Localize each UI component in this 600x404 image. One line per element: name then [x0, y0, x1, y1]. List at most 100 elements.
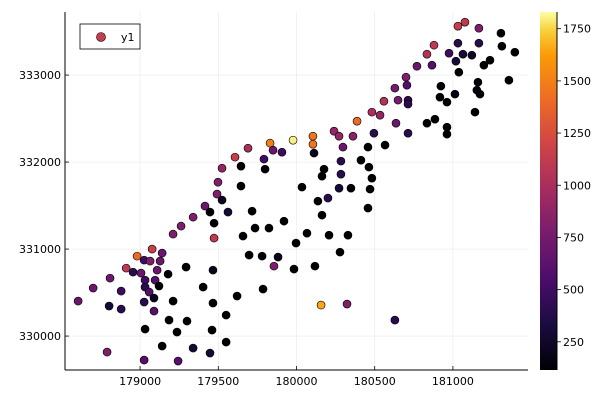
data-point: [209, 218, 219, 228]
data-point: [338, 142, 348, 152]
data-point: [264, 223, 274, 233]
data-point: [401, 72, 411, 82]
y-tick-label: 330000: [19, 330, 61, 343]
data-point: [136, 268, 146, 278]
data-point: [157, 341, 167, 351]
data-point: [367, 173, 377, 183]
data-point: [149, 293, 159, 303]
colorbar-tick-label: 250: [563, 336, 584, 349]
data-point: [467, 50, 477, 60]
data-point: [442, 129, 452, 139]
data-point: [144, 287, 154, 297]
x-tick-labels: 179000 179500 180000 180500 181000: [119, 366, 474, 388]
y-tick-labels: 330000 331000 332000 333000: [19, 69, 69, 343]
data-point: [308, 139, 318, 149]
data-point: [496, 28, 506, 38]
y-tick-label: 332000: [19, 156, 61, 169]
data-point: [105, 273, 115, 283]
data-point: [435, 92, 445, 102]
data-point: [230, 152, 240, 162]
data-point: [238, 231, 248, 241]
data-point: [223, 207, 233, 217]
data-point: [132, 251, 142, 261]
data-point: [152, 265, 162, 275]
data-point: [279, 216, 289, 226]
data-point: [364, 162, 374, 172]
x-tick-label: 180000: [276, 375, 318, 388]
data-point: [168, 229, 178, 239]
data-point: [217, 163, 227, 173]
data-point: [323, 193, 333, 203]
data-point: [236, 161, 246, 171]
data-point: [402, 80, 412, 90]
data-point: [232, 291, 242, 301]
legend-label: y1: [121, 31, 135, 44]
data-point: [454, 67, 464, 77]
data-point: [324, 230, 334, 240]
data-point: [412, 61, 422, 71]
data-point: [430, 114, 440, 124]
data-point: [336, 169, 346, 179]
data-point: [198, 282, 208, 292]
data-point: [479, 60, 489, 70]
data-point: [316, 300, 326, 310]
data-point: [317, 210, 327, 220]
data-point: [474, 38, 484, 48]
colorbar-tick-label: 750: [563, 231, 584, 244]
legend: y1: [79, 23, 141, 50]
data-point: [147, 244, 157, 254]
data-point: [154, 281, 164, 291]
data-point: [453, 38, 463, 48]
grid-lines: [65, 12, 528, 370]
data-point: [317, 171, 327, 181]
data-point: [116, 286, 126, 296]
data-point: [200, 201, 210, 211]
data-point: [348, 131, 358, 141]
data-points: [73, 17, 520, 366]
data-point: [450, 89, 460, 99]
data-point: [288, 135, 298, 145]
data-point: [139, 355, 149, 365]
colorbar-gradient: [540, 12, 557, 370]
data-point: [380, 140, 390, 150]
data-point: [140, 324, 150, 334]
data-point: [181, 262, 191, 272]
data-point: [273, 252, 283, 262]
data-point: [260, 164, 270, 174]
data-point: [497, 41, 507, 51]
legend-box: [79, 23, 141, 50]
data-point: [205, 348, 215, 358]
x-tick-label: 181000: [432, 375, 474, 388]
data-point: [451, 56, 461, 66]
data-point: [460, 17, 470, 27]
legend-marker: [96, 32, 106, 42]
data-point: [363, 142, 373, 152]
y-tick-label: 331000: [19, 243, 61, 256]
data-point: [393, 95, 403, 105]
data-point: [375, 110, 385, 120]
data-point: [139, 297, 149, 307]
data-point: [470, 107, 480, 117]
data-point: [257, 251, 267, 261]
data-point: [208, 298, 218, 308]
data-point: [221, 310, 231, 320]
colorbar-tick-label: 500: [563, 284, 584, 297]
data-point: [429, 40, 439, 50]
colorbar-tick-label: 1250: [563, 127, 591, 140]
data-point: [422, 49, 432, 59]
data-point: [244, 250, 254, 260]
data-point: [422, 118, 432, 128]
data-point: [121, 263, 131, 273]
data-point: [475, 89, 485, 99]
data-point: [308, 131, 318, 141]
data-point: [149, 306, 159, 316]
data-point: [213, 177, 223, 187]
data-point: [342, 299, 352, 309]
data-point: [403, 99, 413, 109]
data-point: [474, 23, 484, 33]
data-point: [236, 181, 246, 191]
data-point: [217, 195, 227, 205]
data-point: [289, 264, 299, 274]
data-point: [128, 267, 138, 277]
colorbar-tick-label: 1750: [563, 23, 591, 36]
